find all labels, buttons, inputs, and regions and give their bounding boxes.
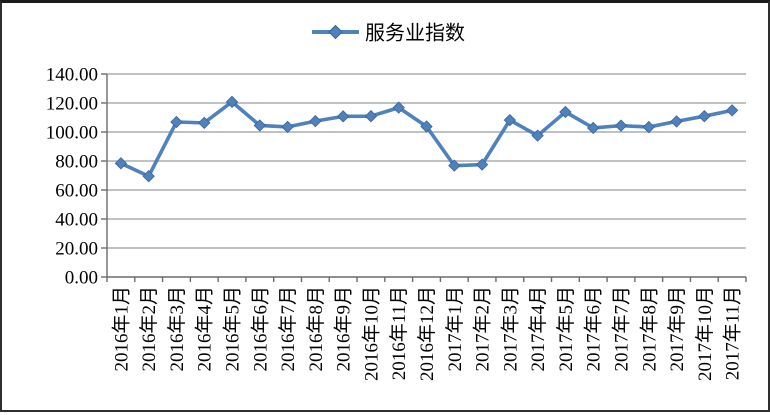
data-point-marker: [170, 115, 183, 129]
y-tick-label: 120.00: [46, 94, 98, 115]
data-point-marker: [225, 95, 239, 109]
x-axis: 2016年1月 2016年2月 2016年3月 2016年4月 2016年5月 2016年…: [106, 276, 747, 381]
x-tick-label: 2017年5月: [555, 286, 577, 372]
y-tick-label: 20.00: [55, 239, 98, 260]
data-point-marker: [698, 110, 711, 123]
x-tick-label: 2016年2月: [138, 286, 160, 372]
x-tick-label: 2017年2月: [472, 286, 494, 372]
data-series: [114, 95, 739, 183]
y-tick-label: 100.00: [46, 123, 98, 144]
data-point-marker: [475, 158, 489, 171]
data-point-marker: [114, 157, 128, 170]
data-point-marker: [392, 101, 405, 114]
data-point-marker: [559, 105, 572, 119]
data-point-marker: [670, 115, 683, 128]
data-point-marker: [531, 129, 544, 142]
y-tick-label: 80.00: [55, 152, 98, 173]
x-tick-label: 2016年6月: [249, 286, 271, 372]
y-tick-label: 60.00: [55, 181, 98, 202]
data-point-marker: [420, 120, 433, 133]
x-tick-label: 2016年1月: [110, 286, 132, 372]
y-tick-label: 0.00: [65, 268, 98, 289]
x-tick-label: 2017年7月: [610, 286, 632, 372]
data-point-marker: [448, 159, 461, 172]
x-tick-label: 2016年11月: [388, 286, 410, 380]
legend: 服务业指数: [312, 22, 465, 45]
legend-diamond-icon: [328, 24, 343, 40]
x-tick-label: 2017年10月: [694, 286, 716, 381]
y-tick-label: 140.00: [46, 65, 98, 86]
x-tick-label: 2017年1月: [444, 286, 466, 372]
x-tick-label: 2016年7月: [277, 286, 299, 372]
legend-label: 服务业指数: [365, 22, 465, 45]
data-point-marker: [309, 114, 322, 128]
data-point-marker: [725, 104, 739, 117]
x-tick-label: 2016年9月: [333, 286, 355, 372]
data-point-marker: [142, 170, 155, 183]
data-point-marker: [198, 116, 211, 130]
x-tick-label: 2017年11月: [722, 286, 744, 380]
data-point-marker: [503, 113, 517, 127]
data-point-marker: [642, 120, 655, 134]
gridlines: [107, 73, 746, 249]
y-axis: 0.00 20.00 40.00 60.00 80.00 100.00 120.00 140.…: [46, 65, 108, 289]
data-point-marker: [281, 120, 294, 134]
series-line: [119, 100, 734, 179]
x-tick-label: 2016年12月: [416, 286, 438, 381]
x-tick-label: 2016年4月: [194, 286, 216, 372]
data-point-marker: [364, 110, 378, 123]
x-tick-label: 2017年8月: [638, 286, 660, 372]
x-tick-label: 2016年3月: [166, 286, 188, 372]
data-point-marker: [253, 119, 266, 132]
y-tick-label: 40.00: [55, 210, 98, 231]
x-tick-label: 2016年5月: [222, 286, 244, 372]
x-tick-label: 2017年3月: [499, 286, 521, 372]
x-tick-label: 2016年8月: [305, 286, 327, 372]
data-point-marker: [587, 121, 600, 135]
x-tick-label: 2016年10月: [360, 286, 382, 381]
x-tick-label: 2017年6月: [583, 286, 605, 372]
data-point-marker: [614, 119, 628, 132]
line-chart: 0.00 20.00 40.00 60.00 80.00 100.00 120.00 140.…: [46, 22, 747, 381]
data-point-marker: [336, 110, 350, 123]
x-tick-label: 2017年9月: [666, 286, 688, 372]
x-tick-label: 2017年4月: [527, 286, 549, 372]
